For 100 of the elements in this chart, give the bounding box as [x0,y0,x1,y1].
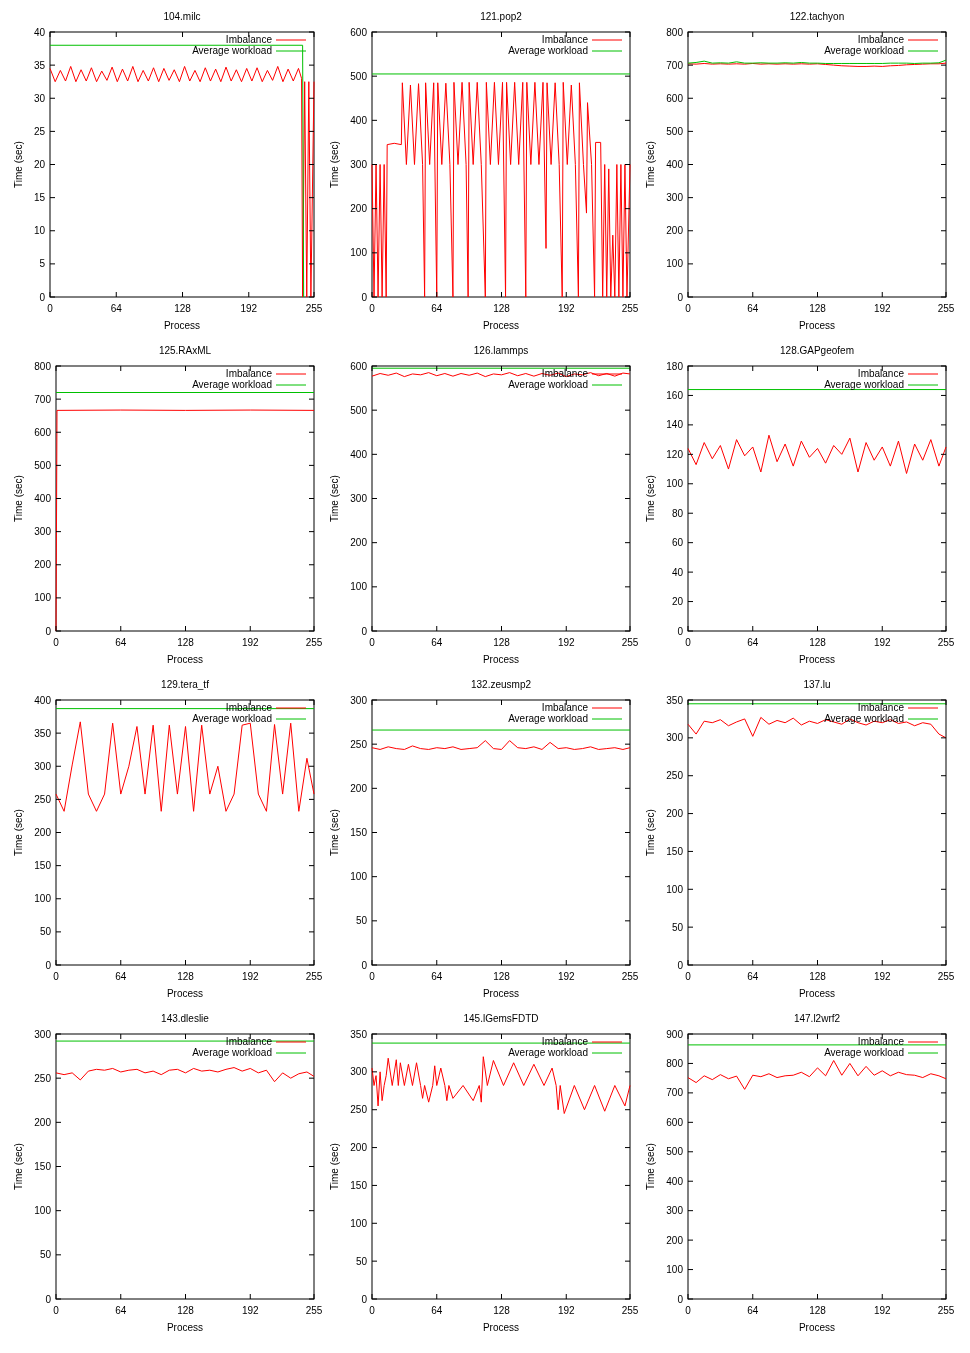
y-axis-title: Time (sec) [329,1143,340,1190]
legend-label: Average workload [508,1047,588,1058]
legend-label: Average workload [824,713,904,724]
y-tick-label: 20 [671,596,684,608]
x-tick-label: 192 [873,1305,892,1316]
chart-title: 147.l2wrf2 [793,1013,841,1024]
y-tick-label: 200 [350,782,368,794]
x-tick-label: 255 [621,637,639,648]
x-tick-label: 0 [685,637,692,648]
line-series [55,1067,315,1083]
y-tick-label: 500 [666,125,684,137]
y-tick-label: 100 [666,883,684,895]
y-tick-label: 300 [666,1205,684,1217]
y-tick-label: 600 [350,360,368,372]
x-tick-label: 64 [747,637,759,648]
y-tick-label: 0 [361,625,368,637]
y-tick-label: 150 [34,860,52,872]
x-tick-label: 255 [621,971,639,982]
x-tick-label: 128 [809,1305,827,1316]
line-series [371,1056,631,1114]
y-tick-label: 500 [666,1146,684,1158]
y-tick-label: 350 [34,727,52,739]
y-tick-label: 25 [33,125,46,137]
chart-title: 132.zeusmp2 [470,679,532,690]
y-tick-label: 30 [33,92,46,104]
line-series [687,716,947,739]
y-tick-label: 250 [34,1072,52,1084]
x-tick-label: 255 [305,1305,323,1316]
x-tick-label: 64 [431,637,443,648]
x-tick-label: 192 [557,303,576,314]
y-tick-label: 100 [34,592,52,604]
legend-label: Imbalance [857,34,905,45]
y-tick-label: 200 [350,537,368,549]
x-axis-title: Process [163,320,201,331]
x-tick-label: 192 [557,971,576,982]
x-tick-label: 128 [809,303,827,314]
y-tick-label: 250 [34,793,52,805]
y-axis-title: Time (sec) [13,475,24,522]
y-tick-label: 800 [666,26,684,38]
chart-title: 126.lammps [473,345,529,356]
y-tick-label: 300 [350,493,368,504]
y-axis-title: Time (sec) [329,475,340,522]
y-axis-title: Time (sec) [645,475,656,522]
legend-label: Imbalance [857,702,905,713]
y-tick-label: 140 [666,419,684,431]
y-axis-title: Time (sec) [645,809,656,856]
y-tick-label: 100 [666,1264,684,1276]
x-axis-title: Process [482,988,520,999]
x-tick-label: 255 [937,1305,955,1316]
y-tick-label: 700 [666,1087,684,1099]
legend-label: Imbalance [225,34,273,45]
y-tick-label: 500 [350,70,368,82]
y-tick-label: 300 [34,526,52,538]
y-tick-label: 250 [666,770,684,782]
y-tick-label: 50 [671,921,684,933]
x-axis-title: Process [798,988,836,999]
y-tick-label: 0 [361,291,368,303]
y-tick-label: 100 [350,581,368,593]
x-tick-label: 0 [369,303,376,314]
x-tick-label: 64 [747,971,759,982]
y-tick-label: 50 [39,1249,52,1261]
y-tick-label: 0 [677,625,684,637]
x-tick-label: 64 [115,1305,127,1316]
chart-title: 137.lu [803,679,831,690]
x-tick-label: 192 [241,971,260,982]
line-series [371,740,631,750]
y-tick-label: 180 [666,360,684,372]
x-tick-label: 128 [177,1305,195,1316]
x-tick-label: 0 [53,971,60,982]
x-tick-label: 192 [557,637,576,648]
y-tick-label: 350 [350,1028,368,1040]
x-tick-label: 0 [369,637,376,648]
x-tick-label: 128 [177,971,195,982]
x-axis-title: Process [482,654,520,665]
chart-title: 125.RAxML [158,345,212,356]
y-axis-title: Time (sec) [329,809,340,856]
x-axis-title: Process [482,1322,520,1333]
y-tick-label: 35 [33,59,46,71]
x-tick-label: 192 [240,303,258,314]
x-tick-label: 255 [305,971,323,982]
x-tick-label: 255 [305,637,323,648]
y-tick-label: 300 [350,1066,368,1078]
y-tick-label: 300 [34,760,52,772]
y-tick-label: 400 [34,694,52,706]
y-tick-label: 250 [350,738,368,750]
x-tick-label: 255 [305,303,323,314]
x-tick-label: 192 [557,1305,576,1316]
legend-label: Average workload [192,1047,272,1058]
y-tick-label: 5 [39,258,46,270]
x-tick-label: 0 [369,1305,376,1316]
x-tick-label: 128 [174,303,192,314]
y-axis-title: Time (sec) [645,141,656,188]
y-tick-label: 0 [677,291,684,303]
x-tick-label: 255 [937,637,955,648]
x-tick-label: 255 [621,303,639,314]
y-tick-label: 400 [666,1175,684,1187]
legend-label: Average workload [192,713,272,724]
y-tick-label: 200 [34,1116,52,1128]
y-tick-label: 400 [34,493,52,504]
y-tick-label: 300 [350,159,368,170]
